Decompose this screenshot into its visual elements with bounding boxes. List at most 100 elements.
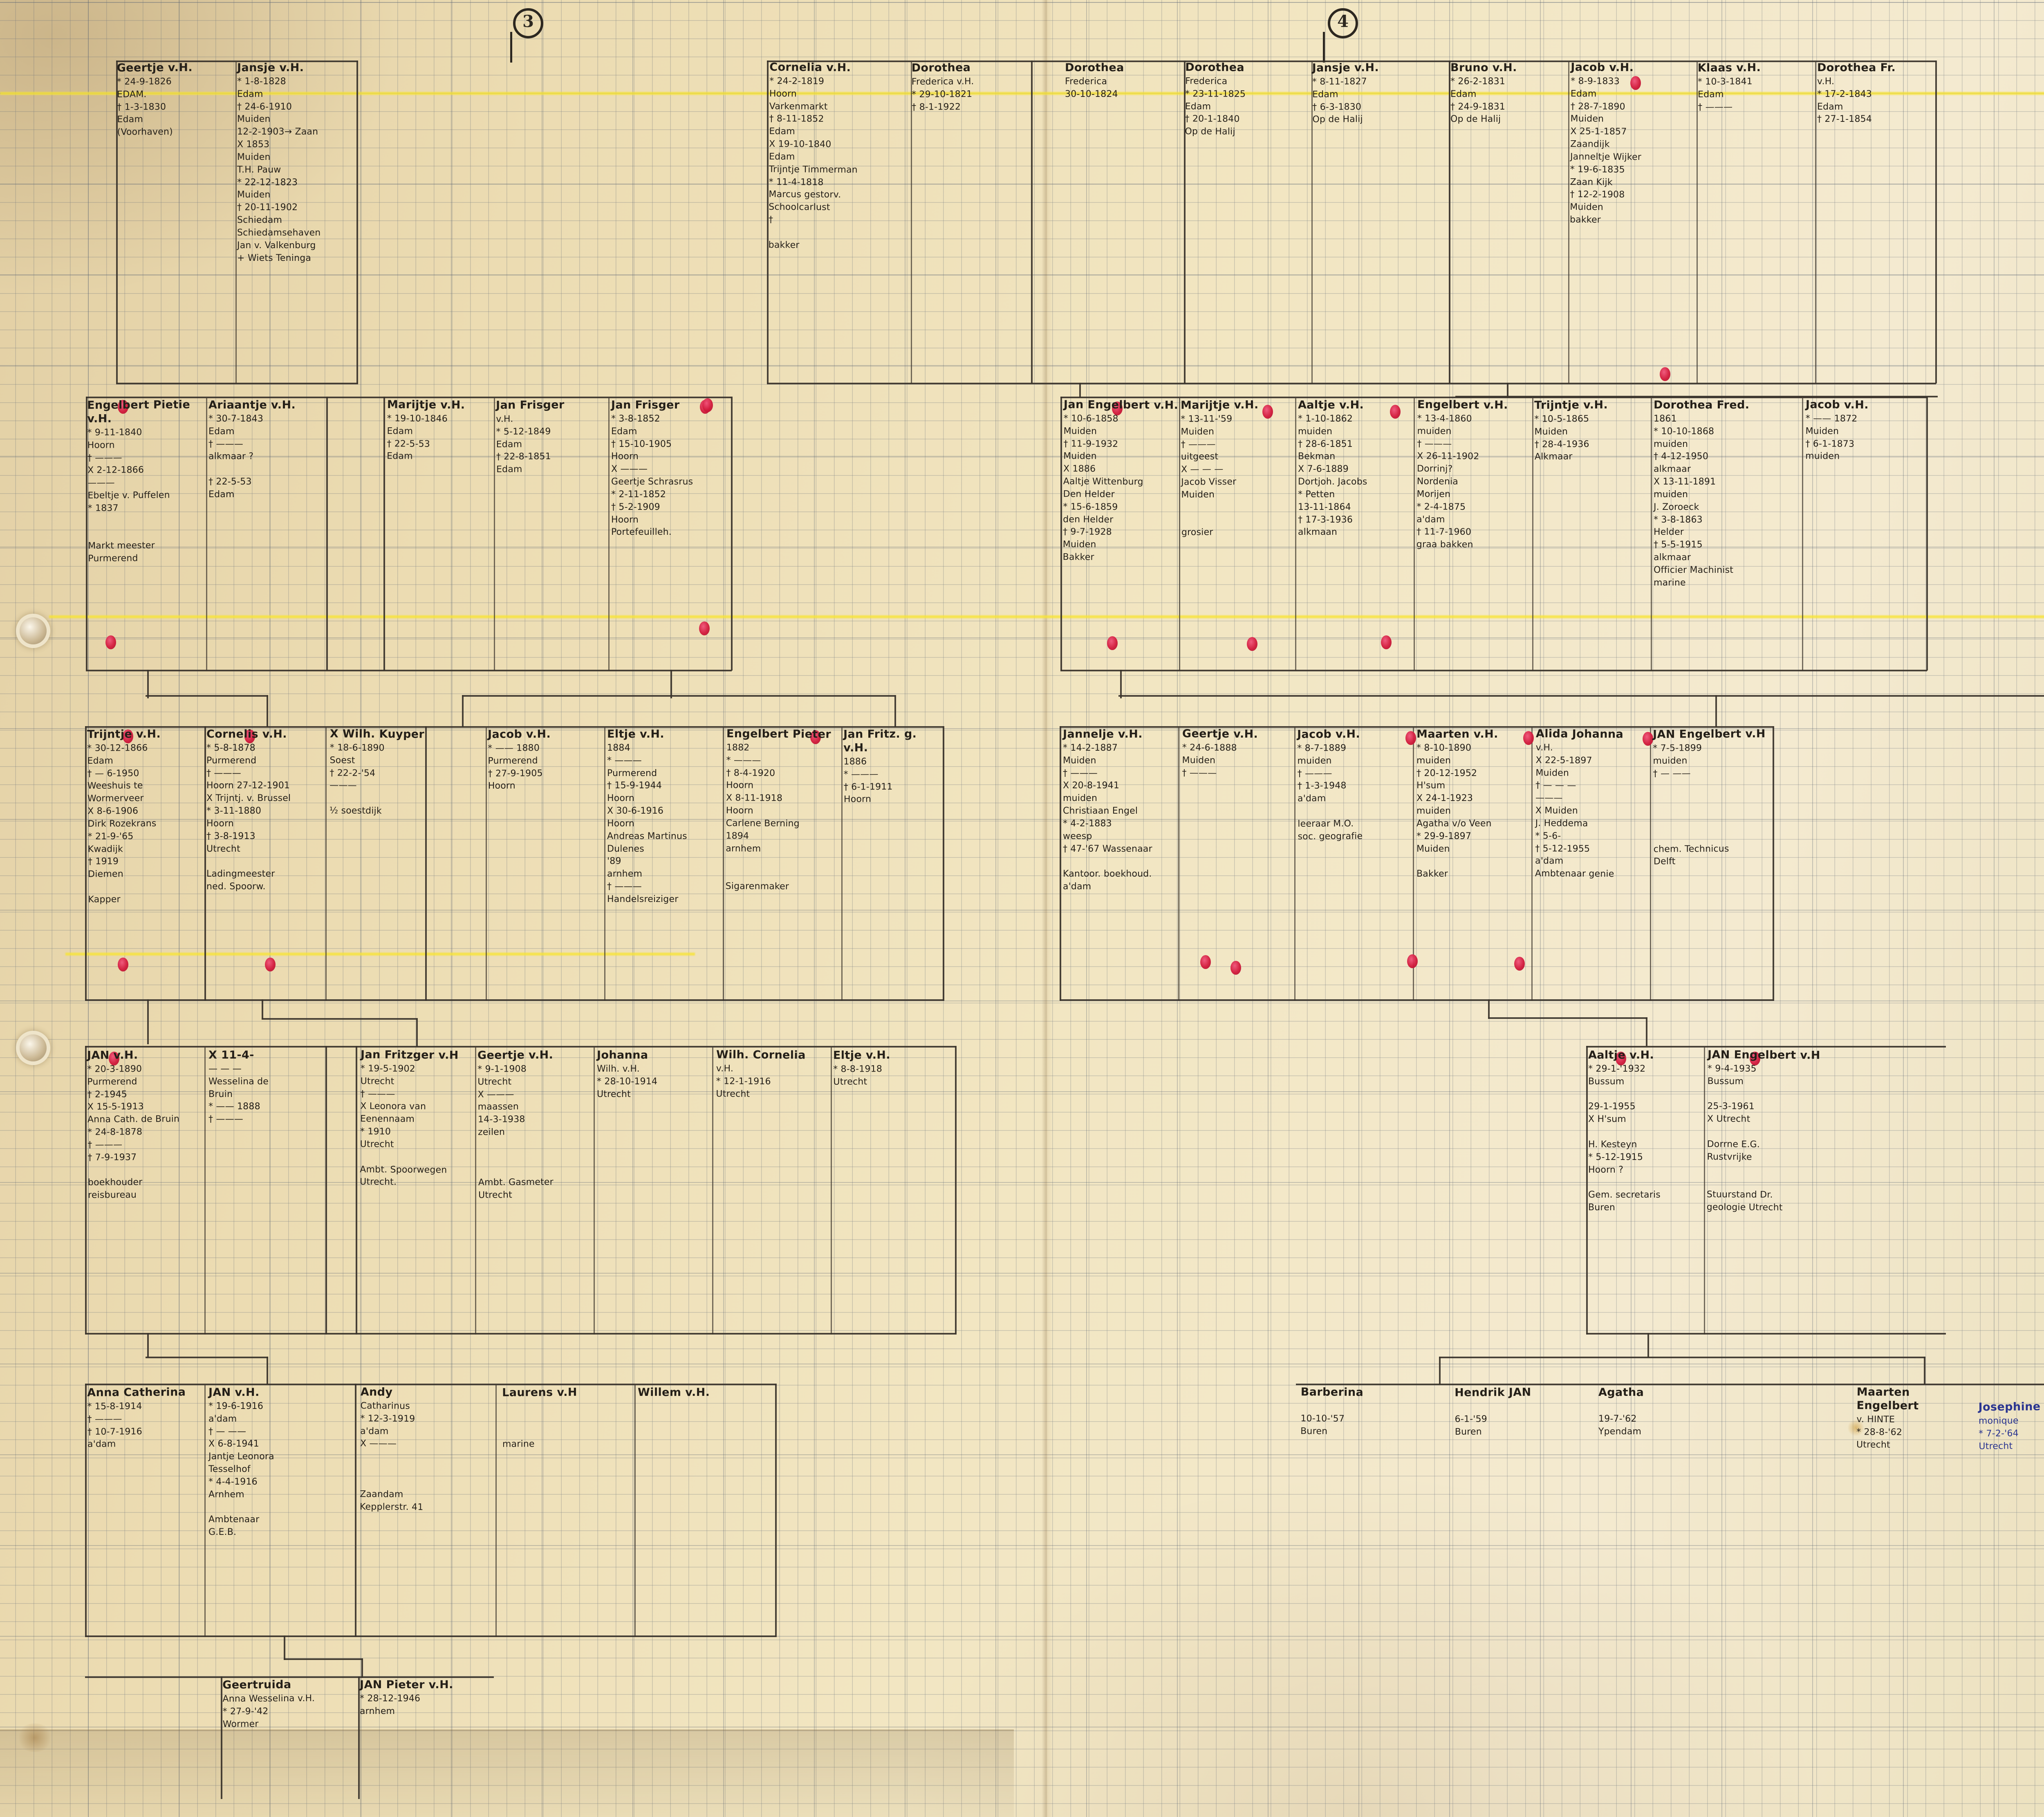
person-cell: Anna Catherina * 15-8-1914 † ——— † 10-7-191… <box>87 1386 186 1450</box>
person-cell: Marijtje v.H. * 13-11-'59 Muiden † ——— uit… <box>1180 398 1259 538</box>
connector <box>1120 670 1122 698</box>
connector <box>670 670 672 698</box>
person-cell: Eltje v.H. 1884 * ——— Purmerend † 15-9-194… <box>607 728 687 904</box>
box-line <box>1060 397 1927 398</box>
person-cell: JAN Engelbert v.H * 9-4-1935 Bussum 25-3-1… <box>1706 1048 1820 1213</box>
person-cell: X 11-4- — — — Wesselina de Bruin * —— 1888… <box>208 1049 269 1125</box>
connector <box>1507 383 1508 397</box>
box-line <box>955 1046 957 1335</box>
connector <box>262 999 263 1019</box>
connector <box>1646 1017 1647 1046</box>
person-cell: JAN v.H. * 19-6-1916 a'dam † — —— X 6-8-194… <box>208 1386 274 1538</box>
connector <box>1439 1357 1441 1384</box>
box-line <box>85 1046 87 1335</box>
box-line <box>85 1384 87 1637</box>
connector <box>147 1333 149 1357</box>
generation-marker-4-stem <box>1323 32 1325 63</box>
person-cell: Klaas v.H. * 10-3-1841 Edam † ——— <box>1697 61 1761 112</box>
person-cell: Engelbert Pieter 1882 * ——— † 8-4-1920 Hoo… <box>725 727 831 892</box>
box-line <box>85 726 87 1001</box>
box-line <box>1060 397 1062 671</box>
person-cell: Trijntje v.H. * 30-12-1866 Edam † — 6-1950… <box>87 727 161 905</box>
connector <box>462 695 895 697</box>
box-line <box>731 397 733 671</box>
person-cell: Wilh. Cornelia v.H. * 12-1-1916 Utrecht <box>716 1048 806 1099</box>
connector <box>462 695 464 727</box>
box-line <box>383 397 385 671</box>
person-cell: Cornelis v.H. * 5-8-1878 Purmerend † ——— Ho… <box>206 728 291 892</box>
box-line <box>1586 1046 1588 1335</box>
generation-marker-3-stem <box>510 32 512 63</box>
box-line <box>1926 397 1928 671</box>
person-cell: Geertje v.H. * 24-6-1888 Muiden † ——— <box>1182 727 1258 778</box>
person-cell: Dorothea Fr. v.H. * 17-2-1843 Edam † 27-1-… <box>1817 61 1896 125</box>
generation-marker-3: 3 <box>513 8 543 38</box>
box-line <box>85 1384 776 1385</box>
connector <box>262 1018 417 1020</box>
connector <box>1118 695 1715 697</box>
person-cell: Jansje v.H. * 8-11-1827 Edam † 6-3-1830 Op… <box>1312 61 1379 125</box>
box-line <box>1773 726 1774 1001</box>
person-cell: Bruno v.H. * 26-2-1831 Edam † 24-9-1831 Op… <box>1450 61 1517 125</box>
person-cell: JAN Pieter v.H. * 28-12-1946 arnhem <box>360 1678 453 1716</box>
connector <box>147 999 149 1044</box>
person-cell: Geertruida Anna Wesselina v.H. * 27-9-'42 … <box>222 1678 315 1730</box>
person-cell: Cornelia v.H. * 24-2-1819 Hoorn Varkenmark… <box>768 61 858 251</box>
connector <box>284 1635 285 1660</box>
connector <box>1924 1357 1925 1384</box>
box-line <box>943 726 944 1001</box>
connector <box>1079 383 1081 397</box>
connector <box>1715 695 2044 697</box>
person-cell: Geertje v.H. * 24-9-1826 EDAM. † 1-3-1830 … <box>117 61 193 138</box>
person-cell: Dorothea Frederica v.H. * 29-10-1821 † 8-1-… <box>911 61 974 112</box>
box-line <box>85 1676 494 1678</box>
person-cell: Jan Frisger * 3-8-1852 Edam † 15-10-1905 H… <box>611 399 693 538</box>
box-line <box>486 728 487 1001</box>
box-line <box>634 1385 636 1637</box>
person-cell: Maarten v.H. * 8-10-1890 muiden † 20-12-19… <box>1416 728 1498 879</box>
paper-edge-bottom-left <box>0 1730 1014 1817</box>
connector <box>146 695 268 697</box>
person-cell: Jacob v.H. * 8-9-1833 Edam † 28-7-1890 Mui… <box>1569 61 1642 225</box>
punch-hole <box>20 617 47 644</box>
person-cell: Dorothea Fred. 1861 * 10-10-1868 muiden † … <box>1654 399 1750 588</box>
person-cell: Jan Fritz. g. v.H. 1886 * ——— † 6-1-1911 H… <box>843 727 917 805</box>
person-cell: Jannelje v.H. * 14-2-1887 Muiden † ——— X 20… <box>1063 728 1152 892</box>
box-line <box>325 1046 327 1335</box>
box-line <box>1296 1384 2044 1385</box>
page-fold-crease <box>1042 0 1052 1817</box>
connector <box>1715 695 1717 727</box>
person-cell: Jansje v.H. * 1-8-1828 Edam † 24-6-1910 Mu… <box>237 61 321 263</box>
connector <box>1488 1017 1647 1019</box>
connector <box>1455 396 1938 397</box>
connector <box>1647 1333 1649 1357</box>
person-cell: Engelbert Pietie v.H. * 9-11-1840 Hoorn † … <box>87 398 191 564</box>
connector <box>267 695 268 727</box>
generation-marker-4: 4 <box>1328 8 1358 38</box>
person-cell: Willem v.H. <box>638 1386 710 1399</box>
box-line <box>775 1384 777 1637</box>
person-cell: Jacob v.H. * —— 1872 Muiden † 6-1-1873 mui… <box>1805 398 1869 462</box>
person-cell: Geertje v.H. * 9-1-1908 Utrecht X ——— maas… <box>477 1048 554 1201</box>
person-cell: Jan Frisger v.H. * 5-12-1849 Edam † 22-8-1… <box>495 398 565 475</box>
person-cell: JAN Engelbert v.H * 7-5-1899 muiden † — ——… <box>1652 727 1766 867</box>
box-line <box>495 1385 497 1637</box>
person-cell: Engelbert v.H. * 13-4-1860 muiden † ——— X 2… <box>1416 398 1508 550</box>
box-line <box>85 1046 956 1048</box>
person-cell: JAN v.H. * 20-3-1890 Purmerend † 2-1945 X 1… <box>87 1049 180 1201</box>
blue-ink-note: Josephine monique * 7-2-'64 Utrecht <box>1978 1400 2041 1451</box>
person-cell: Jan Fritzger v.H * 19-5-1902 Utrecht † ———… <box>360 1048 459 1188</box>
box-line <box>326 397 328 671</box>
connector <box>267 1357 268 1384</box>
person-cell: Maarten Engelbert v. HINTE * 28-8-'62 Utre… <box>1856 1386 1919 1450</box>
box-line <box>355 1384 356 1637</box>
person-cell: Agatha 19-7-'62 Ypendam <box>1598 1386 1644 1437</box>
person-cell: Barberina 10-10-'57 Buren <box>1300 1386 1364 1437</box>
person-cell: Ariaantje v.H. * 30-7-1843 Edam † ——— alkm… <box>208 399 296 500</box>
connector <box>416 1018 418 1047</box>
person-cell: X Wilh. Kuyper * 18-6-1890 Soest † 22-2-'5… <box>329 727 425 817</box>
person-cell: Laurens v.H marine <box>502 1386 577 1450</box>
connector <box>146 1357 268 1358</box>
person-cell: Marijtje v.H. * 19-10-1846 Edam † 22-5-53 … <box>387 398 465 462</box>
